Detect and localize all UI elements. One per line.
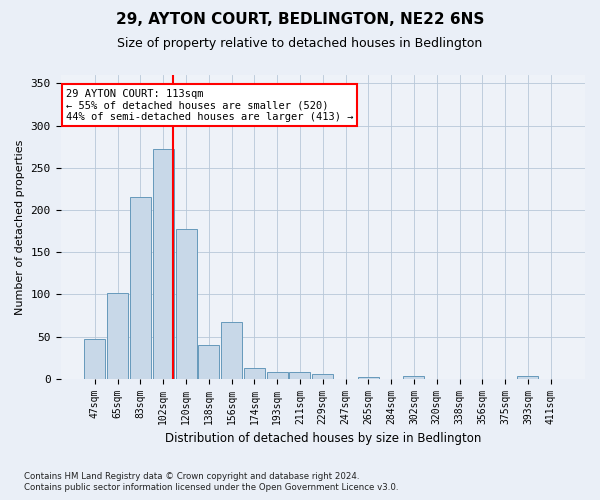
Bar xyxy=(358,377,379,378)
Bar xyxy=(403,376,424,378)
Text: Contains public sector information licensed under the Open Government Licence v3: Contains public sector information licen… xyxy=(24,483,398,492)
Text: 29 AYTON COURT: 113sqm
← 55% of detached houses are smaller (520)
44% of semi-de: 29 AYTON COURT: 113sqm ← 55% of detached… xyxy=(66,88,353,122)
Bar xyxy=(85,339,106,378)
X-axis label: Distribution of detached houses by size in Bedlington: Distribution of detached houses by size … xyxy=(164,432,481,445)
Bar xyxy=(244,368,265,378)
Bar xyxy=(199,345,219,378)
Text: Size of property relative to detached houses in Bedlington: Size of property relative to detached ho… xyxy=(118,38,482,51)
Bar xyxy=(176,230,197,378)
Bar xyxy=(289,372,310,378)
Bar xyxy=(517,376,538,378)
Bar xyxy=(107,292,128,378)
Bar xyxy=(130,198,151,378)
Text: Contains HM Land Registry data © Crown copyright and database right 2024.: Contains HM Land Registry data © Crown c… xyxy=(24,472,359,481)
Text: 29, AYTON COURT, BEDLINGTON, NE22 6NS: 29, AYTON COURT, BEDLINGTON, NE22 6NS xyxy=(116,12,484,28)
Bar xyxy=(221,322,242,378)
Y-axis label: Number of detached properties: Number of detached properties xyxy=(15,139,25,314)
Bar xyxy=(312,374,333,378)
Bar xyxy=(266,372,287,378)
Bar xyxy=(153,149,174,378)
